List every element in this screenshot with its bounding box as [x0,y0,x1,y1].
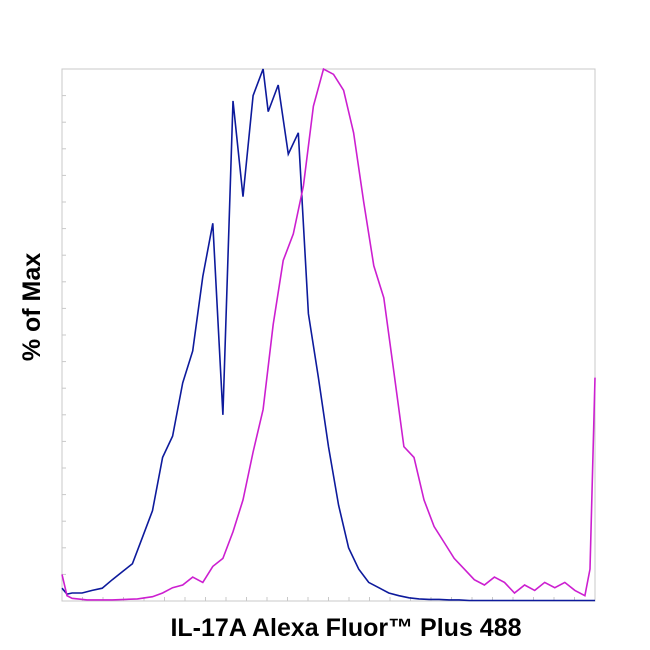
axis-ticks [62,95,575,601]
series-line-2 [61,67,596,601]
series-line-1 [61,68,595,602]
plot-frame [61,68,596,602]
y-axis-label: % of Max [18,253,46,361]
series-layer [61,67,596,602]
x-axis-label: IL-17A Alexa Fluor™ Plus 488 [170,614,521,642]
